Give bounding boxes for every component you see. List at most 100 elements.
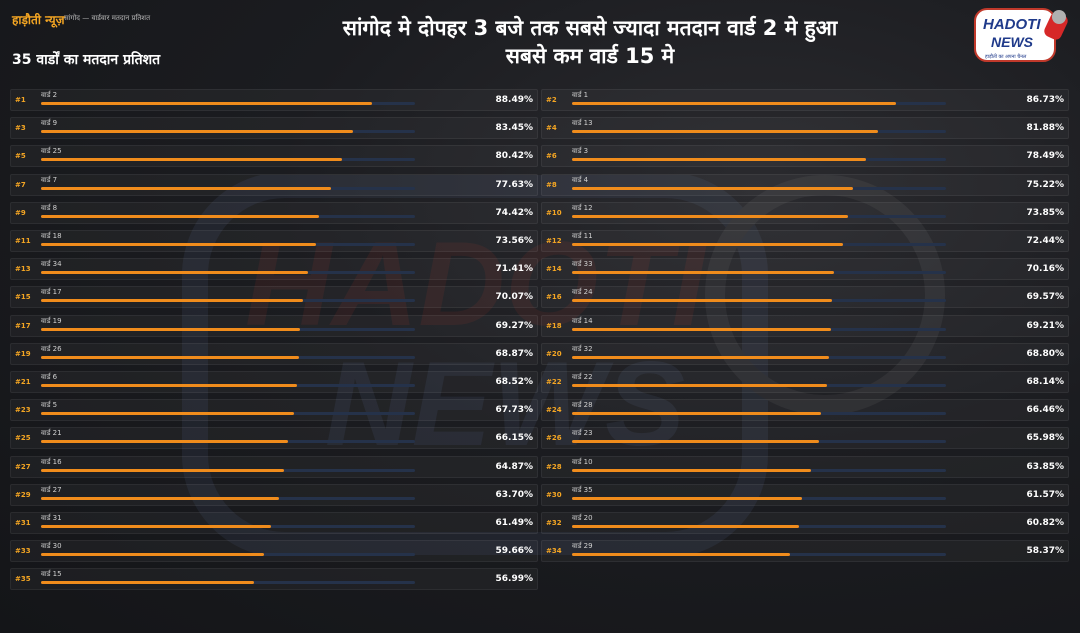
ward-row: #12 वार्ड 11 72.44%	[541, 230, 1069, 252]
ward-row: #30 वार्ड 35 61.57%	[541, 483, 1069, 506]
turnout-value: 83.45%	[495, 123, 534, 134]
turnout-bar	[572, 468, 811, 472]
ward-rank: #30	[546, 490, 562, 499]
ward-row: #3 वार्ड 9 83.45%	[10, 117, 538, 140]
ward-row: #13 वार्ड 34 71.41%	[10, 258, 538, 281]
turnout-bar	[572, 496, 803, 500]
bar-track	[41, 158, 415, 162]
turnout-value: 68.80%	[1026, 348, 1065, 359]
turnout-value: 81.88%	[1026, 123, 1065, 134]
ward-label: वार्ड 11	[572, 232, 593, 240]
top-bar: हाड़ौती न्यूज़ सांगोद — वार्डवार मतदान प…	[0, 0, 1080, 40]
ward-rank: #27	[15, 462, 31, 471]
turnout-bar	[572, 553, 791, 557]
turnout-value: 73.56%	[495, 236, 534, 246]
turnout-value: 60.82%	[1026, 518, 1065, 528]
turnout-value: 69.57%	[1026, 292, 1065, 303]
ward-rank: #18	[546, 321, 562, 330]
bar-track	[41, 468, 415, 472]
turnout-value: 72.44%	[1026, 236, 1065, 246]
turnout-value: 66.15%	[495, 433, 534, 444]
turnout-bar	[572, 130, 879, 134]
bar-track	[572, 243, 946, 246]
turnout-value: 71.41%	[495, 264, 534, 275]
bar-track	[572, 327, 946, 331]
ward-label: वार्ड 14	[572, 316, 593, 325]
ward-row: #29 वार्ड 27 63.70%	[10, 483, 538, 506]
brand-name[interactable]: हाड़ौती न्यूज़	[12, 13, 65, 27]
ward-label: वार्ड 12	[572, 203, 593, 212]
bar-track	[572, 355, 946, 359]
bar-track	[572, 412, 946, 416]
turnout-bar	[41, 214, 320, 218]
bar-track	[572, 214, 946, 218]
turnout-value: 64.87%	[495, 461, 534, 472]
ward-rank: #35	[15, 575, 31, 584]
ward-label: वार्ड 32	[572, 344, 593, 353]
headline-line-1: सांगोद मे दोपहर 3 बजे तक सबसे ज्यादा मतद…	[342, 16, 838, 40]
turnout-bar	[572, 186, 854, 190]
ward-row: #27 वार्ड 16 64.87%	[10, 455, 538, 478]
turnout-bar	[572, 102, 897, 105]
ward-row: #7 वार्ड 7 77.63%	[10, 173, 538, 196]
ward-label: वार्ड 35	[572, 485, 593, 494]
turnout-bar	[41, 130, 354, 134]
turnout-bar	[41, 412, 295, 416]
bar-track	[572, 186, 946, 190]
ward-label: वार्ड 26	[41, 344, 62, 353]
ward-rank: #31	[15, 519, 31, 527]
ward-label: वार्ड 1	[572, 91, 589, 99]
turnout-value: 56.99%	[495, 574, 534, 585]
bar-track	[572, 158, 946, 162]
bar-track	[41, 525, 415, 528]
ward-label: वार्ड 6	[41, 373, 58, 381]
turnout-value: 65.98%	[1026, 433, 1065, 444]
turnout-value: 58.37%	[1026, 546, 1065, 557]
turnout-bar	[41, 158, 342, 162]
page-title: सांगोद मे दोपहर 3 बजे तक सबसे ज्यादा मतद…	[250, 14, 930, 70]
ward-rank: #17	[15, 321, 31, 330]
turnout-value: 75.22%	[1026, 179, 1065, 190]
bar-track	[41, 384, 415, 387]
bar-track	[41, 243, 415, 246]
ward-label: वार्ड 17	[41, 288, 62, 297]
turnout-bar	[572, 243, 843, 246]
bar-track	[572, 384, 946, 387]
turnout-value: 66.46%	[1026, 405, 1065, 416]
ward-label: वार्ड 24	[572, 288, 593, 297]
ward-rank: #11	[15, 237, 31, 245]
bar-track	[41, 102, 415, 105]
ward-label: वार्ड 21	[41, 429, 62, 438]
logo-line-1: HADOTI	[983, 16, 1041, 33]
ward-row: #6 वार्ड 3 78.49%	[541, 145, 1069, 168]
ward-label: वार्ड 9	[41, 119, 58, 128]
turnout-bar	[41, 384, 298, 387]
turnout-bar	[572, 299, 833, 303]
turnout-bar	[572, 412, 821, 416]
ward-rank: #2	[546, 96, 557, 104]
bar-track	[572, 440, 946, 444]
turnout-bar	[572, 525, 800, 528]
ward-row: #4 वार्ड 13 81.88%	[541, 117, 1069, 140]
ward-rank: #15	[15, 293, 31, 302]
turnout-bar	[572, 158, 866, 162]
logo-tagline: हाड़ौती का अपना चैनल	[985, 53, 1027, 60]
ward-label: वार्ड 20	[572, 514, 593, 522]
ward-label: वार्ड 7	[41, 175, 58, 184]
ward-label: वार्ड 4	[572, 175, 589, 184]
ward-label: वार्ड 3	[572, 147, 589, 156]
ward-rank: #9	[15, 208, 26, 217]
ward-row: #32 वार्ड 20 60.82%	[541, 512, 1069, 534]
ward-label: वार्ड 2	[41, 91, 58, 99]
bar-track	[572, 525, 946, 528]
bar-track	[41, 214, 415, 218]
ward-row: #14 वार्ड 33 70.16%	[541, 258, 1069, 281]
ward-rank: #21	[15, 378, 31, 386]
logo-line-2: NEWS	[991, 34, 1034, 50]
ward-rank: #32	[546, 519, 562, 527]
ward-label: वार्ड 34	[41, 260, 62, 269]
bar-track	[41, 130, 415, 134]
ward-row: #21 वार्ड 6 68.52%	[10, 371, 538, 393]
ward-rank: #24	[546, 406, 562, 415]
ward-row: #28 वार्ड 10 63.85%	[541, 455, 1069, 478]
